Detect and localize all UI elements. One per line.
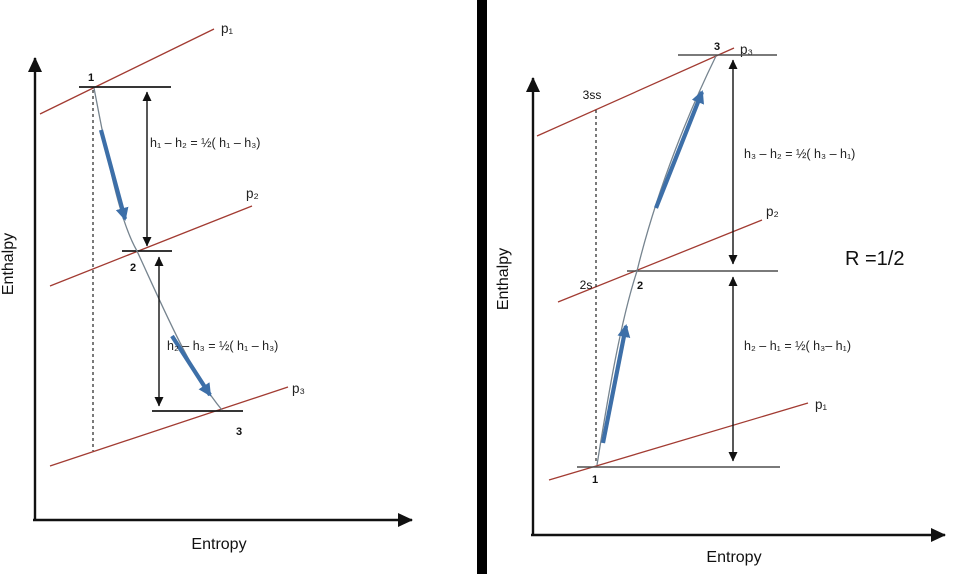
left-isobar-p1-label: p₁: [221, 21, 234, 36]
right-formula-top: h₃ – h₂ = ½( h₃ – h₁): [744, 147, 855, 161]
left-process-arrow-1-2: [98, 129, 129, 221]
left-point-1-label: 1: [88, 72, 94, 84]
left-isobar-p3: [49, 386, 289, 467]
reaction-ratio-label: R =1/2: [845, 248, 904, 270]
right-hs-diagram: Enthalpy Entropy p₁ p₂ p₃ h₃ – h₂ = ½( h…: [495, 41, 946, 566]
left-isobar-p3-label: p₃: [292, 381, 305, 396]
left-hs-diagram: Enthalpy Entropy p₁ p₂ p₃ h₁ – h₂ = ½( h…: [0, 21, 413, 553]
right-x-axis-label: Entropy: [706, 549, 761, 566]
right-compression-curve: [596, 55, 717, 466]
right-isobar-p3: [536, 47, 735, 137]
right-isobar-p1-label: p₁: [815, 397, 828, 412]
right-process-arrow-1-2: [600, 324, 631, 444]
panel-divider: [477, 0, 487, 574]
right-isobar-p2: [557, 219, 763, 303]
left-process-arrow-2-3: [170, 334, 212, 397]
right-point-3ss-label: 3ss: [583, 88, 602, 102]
right-point-2-label: 2: [637, 280, 643, 292]
right-isobar-p1: [548, 402, 809, 481]
right-isobar-p2-label: p₂: [766, 204, 779, 219]
left-formula-bottom: h₂ – h₃ = ½( h₁ – h₃): [167, 339, 278, 353]
right-process-arrow-2-3: [654, 90, 704, 209]
left-isobar-p2: [49, 205, 253, 287]
right-formula-bottom: h₂ – h₁ = ½( h₃– h₁): [744, 339, 851, 353]
right-point-3-label: 3: [714, 41, 720, 53]
left-y-axis-label: Enthalpy: [0, 233, 17, 295]
left-isobar-p2-label: p₂: [246, 186, 259, 201]
right-point-2s-label: 2s: [580, 278, 593, 292]
right-point-1-label: 1: [592, 474, 598, 486]
left-point-3-label: 3: [236, 426, 242, 438]
right-y-axis-label: Enthalpy: [495, 248, 512, 310]
left-x-axis-label: Entropy: [191, 536, 246, 553]
right-isobar-p3-label: p₃: [740, 42, 753, 57]
left-isobar-p1: [39, 28, 215, 115]
left-formula-top: h₁ – h₂ = ½( h₁ – h₃): [150, 136, 260, 150]
left-point-2-label: 2: [130, 262, 136, 274]
